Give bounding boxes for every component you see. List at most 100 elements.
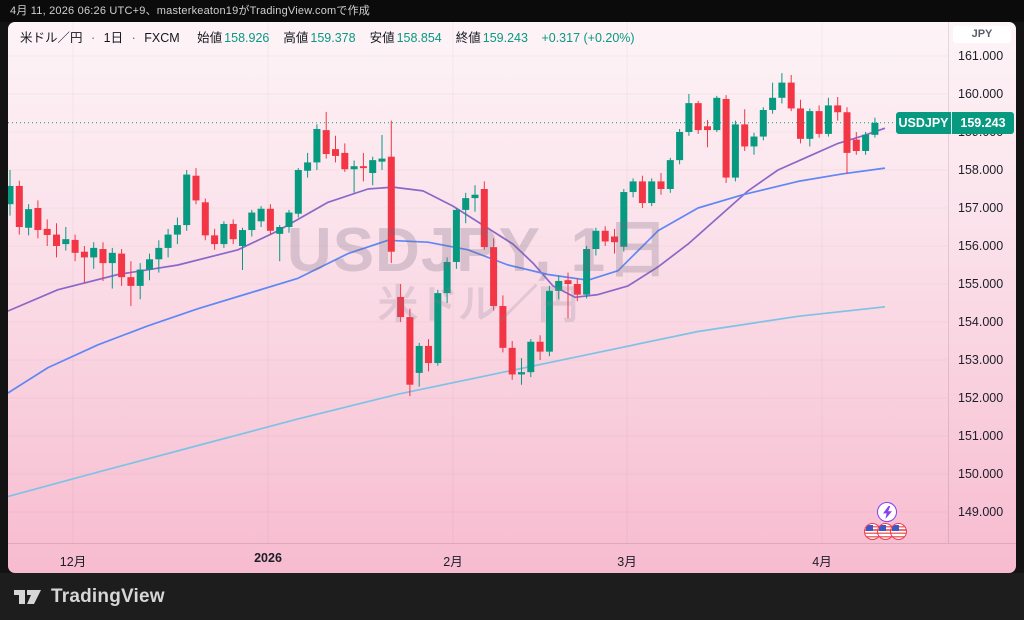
candle: [592, 230, 600, 250]
price-axis[interactable]: JPY 161.000160.000159.000158.000157.0001…: [948, 22, 1016, 543]
candle: [462, 198, 470, 210]
candle: [555, 280, 563, 291]
last-price-flag: USDJPY 159.243: [896, 111, 1014, 134]
candle: [815, 111, 823, 134]
candle: [322, 130, 330, 155]
candle: [843, 112, 851, 153]
lightning-icon[interactable]: [877, 502, 897, 522]
price-tick-label: 149.000: [958, 505, 1004, 519]
flag-price: 159.243: [960, 115, 1006, 130]
candle: [43, 228, 51, 235]
candle: [211, 235, 219, 245]
price-tick-label: 161.000: [958, 49, 1004, 63]
candle: [638, 181, 646, 204]
candle: [787, 82, 795, 109]
change-value: +0.317 (+0.20%): [541, 31, 635, 45]
attribution-text: 4月 11, 2026 06:26 UTC+9、masterkeaton19がT…: [10, 5, 371, 17]
candle: [759, 109, 767, 137]
price-tick-label: 154.000: [958, 315, 1004, 329]
candle: [80, 251, 88, 258]
candle: [285, 212, 293, 227]
time-axis[interactable]: 12月 2026 2月 3月 4月: [8, 543, 1016, 573]
price-tick-label: 160.000: [958, 87, 1004, 101]
ohlc-item: 始値 158.926: [197, 31, 270, 45]
candle: [713, 97, 721, 131]
candle: [397, 296, 405, 318]
candle: [834, 105, 842, 113]
candle: [155, 247, 163, 260]
candle: [220, 223, 228, 245]
candle: [99, 249, 107, 264]
candle: [313, 128, 321, 163]
chart-plot-area[interactable]: [8, 22, 948, 543]
ma-purple: [8, 127, 886, 312]
tradingview-brand[interactable]: TradingView: [14, 586, 165, 608]
candle: [685, 103, 693, 132]
candle: [332, 149, 339, 156]
footer-bar: TradingView: [0, 573, 1024, 620]
candle: [778, 82, 786, 98]
candle: [127, 277, 135, 286]
candlestick-svg: [8, 22, 948, 543]
candle: [34, 208, 42, 231]
candle: [248, 212, 256, 231]
candle: [806, 111, 814, 139]
candle: [490, 247, 498, 307]
price-tick-label: 151.000: [958, 429, 1004, 443]
candle: [183, 174, 191, 226]
candle: [406, 317, 414, 385]
tradingview-logo-icon: [14, 590, 41, 604]
candle: [192, 175, 200, 201]
candle: [676, 132, 684, 161]
candle: [25, 209, 33, 228]
candle: [704, 126, 711, 131]
candle: [15, 185, 23, 227]
flag-symbol: USDJPY: [896, 111, 952, 134]
candle: [648, 181, 656, 204]
candle: [694, 103, 702, 131]
flag-icon: [890, 523, 907, 540]
candle: [369, 160, 377, 174]
candle: [452, 209, 460, 262]
candle: [564, 280, 572, 284]
time-tick-label: 2026: [254, 551, 282, 565]
candle: [731, 124, 739, 178]
candle: [518, 372, 525, 375]
candle: [573, 284, 581, 295]
candle: [350, 166, 358, 170]
candle: [443, 261, 451, 294]
price-tick-label: 157.000: [958, 201, 1004, 215]
candle: [629, 181, 637, 193]
candle: [499, 306, 507, 348]
candle: [341, 152, 349, 170]
time-tick-label: 12月: [59, 555, 87, 569]
ohlc-item: 高値 159.378: [283, 31, 356, 45]
chart-corner-icons: [864, 502, 924, 544]
attribution-bar: 4月 11, 2026 06:26 UTC+9、masterkeaton19がT…: [0, 0, 1024, 22]
brand-name: TradingView: [51, 586, 165, 607]
candle: [862, 134, 870, 151]
ohlc-item: 終値 159.243: [455, 31, 528, 45]
candle: [257, 208, 265, 222]
candle: [118, 253, 126, 278]
candle: [527, 341, 535, 373]
ohlc-item: 安値 158.854: [369, 31, 442, 45]
symbol-name: 米ドル／円: [20, 31, 83, 45]
candle: [387, 156, 395, 252]
time-tick-label: 2月: [443, 555, 463, 569]
candle: [8, 185, 14, 205]
currency-unit-badge: JPY: [953, 26, 1011, 43]
price-tick-label: 153.000: [958, 353, 1004, 367]
price-tick-label: 156.000: [958, 239, 1004, 253]
candle: [108, 252, 116, 264]
candle: [741, 124, 749, 147]
candle: [276, 227, 284, 234]
price-tick-label: 158.000: [958, 163, 1004, 177]
symbol-header[interactable]: 米ドル／円 · 1日 · FXCM 始値 158.926 高値 159.378 安値 15…: [20, 27, 635, 46]
candle: [146, 259, 153, 270]
candle: [229, 223, 237, 240]
candle: [164, 234, 172, 248]
candle: [425, 345, 432, 364]
ohlc-values: 始値 158.926 高値 159.378 安値 158.854 終値 159.243: [183, 31, 528, 45]
